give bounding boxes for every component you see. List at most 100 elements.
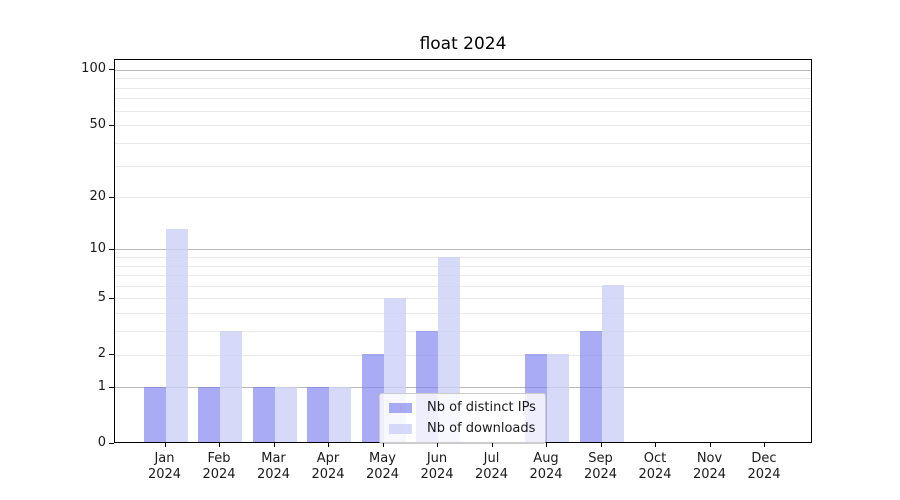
x-tick-label-line: Mar (261, 451, 286, 466)
gridline-minor-20 (115, 197, 811, 199)
x-tick-label-line: Nov (696, 451, 723, 466)
gridline-minor-60 (115, 110, 811, 112)
bar-nb-of-downloads-feb-2024 (220, 330, 242, 442)
legend-label-downloads: Nb of downloads (427, 421, 536, 436)
x-tick-mark-dec-2024 (764, 443, 765, 447)
legend: Nb of distinct IPs Nb of downloads (379, 393, 546, 444)
y-tick-label-100: 100 (81, 61, 106, 77)
x-tick-label-line: 2024 (202, 467, 236, 482)
gridline-minor-4 (115, 313, 811, 315)
bar-nb-of-distinct-ips-apr-2024 (307, 386, 329, 442)
x-tick-label-line: 2024 (692, 467, 727, 482)
gridline-minor-6 (115, 285, 811, 287)
x-tick-label-line: Aug (533, 451, 559, 466)
bar-nb-of-downloads-apr-2024 (329, 386, 351, 442)
x-tick-label-may-2024: May 2024 (355, 451, 411, 483)
x-tick-label-sep-2024: Sep 2024 (573, 451, 629, 483)
x-tick-mark-oct-2024 (655, 443, 656, 447)
x-tick-label-oct-2024: Oct 2024 (627, 451, 683, 483)
bar-nb-of-distinct-ips-jan-2024 (143, 386, 166, 442)
gridline-minor-3 (115, 331, 811, 333)
x-tick-label-dec-2024: Dec 2024 (736, 451, 792, 483)
x-tick-mark-jan-2024 (164, 443, 166, 447)
x-tick-label-jul-2024: Jul 2024 (464, 451, 520, 483)
legend-swatch-distinct-ips (389, 403, 412, 413)
gridline-major-1 (115, 387, 811, 389)
legend-swatch-downloads (389, 424, 412, 434)
x-tick-mark-may-2024 (382, 443, 384, 447)
y-tick-mark-50 (109, 124, 114, 126)
gridline-minor-30 (115, 165, 811, 167)
x-tick-mark-jun-2024 (437, 443, 438, 447)
gridline-minor-40 (115, 142, 811, 144)
x-tick-label-jun-2024: Jun 2024 (409, 451, 465, 483)
x-tick-label-line: Sep (588, 451, 613, 466)
bar-nb-of-downloads-sep-2024 (601, 285, 624, 442)
gridline-minor-80 (115, 87, 811, 89)
gridline-minor-2 (115, 354, 811, 356)
x-tick-label-line: 2024 (638, 467, 672, 482)
x-tick-label-line: 2024 (747, 467, 781, 482)
y-tick-mark-2 (109, 354, 114, 356)
x-tick-mark-aug-2024 (546, 443, 547, 447)
bar-nb-of-downloads-aug-2024 (547, 354, 569, 442)
y-tick-mark-100 (109, 69, 114, 71)
x-tick-label-mar-2024: Mar 2024 (246, 451, 302, 483)
gridline-minor-70 (115, 98, 811, 100)
bar-nb-of-distinct-ips-feb-2024 (198, 386, 220, 442)
x-tick-label-line: 2024 (311, 467, 345, 482)
y-tick-mark-0 (109, 443, 114, 444)
x-tick-label-line: Dec (751, 451, 777, 466)
x-tick-label-nov-2024: Nov 2024 (682, 451, 738, 483)
x-tick-label-line: Jan (154, 451, 175, 466)
gridline-minor-5 (115, 298, 811, 300)
bar-nb-of-downloads-mar-2024 (274, 386, 297, 442)
legend-item-distinct-ips: Nb of distinct IPs (389, 400, 536, 416)
x-tick-label-line: 2024 (256, 467, 291, 482)
plot-area: Nb of distinct IPs Nb of downloads (114, 59, 812, 444)
x-tick-label-aug-2024: Aug 2024 (518, 451, 574, 483)
y-tick-label-5: 5 (97, 289, 106, 305)
bar-nb-of-distinct-ips-sep-2024 (579, 330, 602, 442)
x-tick-label-jan-2024: Jan 2024 (137, 451, 193, 483)
x-tick-mark-apr-2024 (328, 443, 329, 447)
y-tick-mark-10 (109, 248, 114, 250)
bar-nb-of-downloads-jan-2024 (165, 229, 188, 442)
x-tick-label-line: May (369, 451, 396, 466)
x-tick-label-line: Apr (316, 451, 340, 466)
y-tick-label-20: 20 (89, 188, 106, 204)
y-tick-label-2: 2 (97, 346, 106, 362)
gridline-minor-90 (115, 78, 811, 80)
gridline-minor-7 (115, 275, 811, 277)
x-tick-mark-nov-2024 (709, 443, 711, 447)
gridline-minor-50 (115, 125, 811, 127)
y-tick-mark-1 (109, 386, 114, 388)
y-tick-label-1: 1 (97, 378, 106, 394)
legend-label-distinct-ips: Nb of distinct IPs (427, 400, 536, 415)
y-tick-label-0: 0 (97, 435, 106, 450)
gridline-major-100 (115, 69, 811, 71)
x-tick-label-line: Jul (483, 451, 500, 466)
x-tick-label-line: 2024 (474, 467, 509, 482)
legend-item-downloads: Nb of downloads (389, 421, 536, 437)
x-tick-mark-jul-2024 (491, 443, 493, 447)
x-tick-label-line: Oct (643, 451, 667, 466)
x-tick-mark-feb-2024 (219, 443, 220, 447)
x-tick-label-line: 2024 (529, 467, 563, 482)
y-tick-mark-20 (109, 196, 114, 198)
y-tick-mark-5 (109, 297, 114, 299)
x-tick-label-feb-2024: Feb 2024 (191, 451, 247, 483)
y-tick-label-50: 50 (89, 116, 106, 132)
y-tick-label-10: 10 (89, 240, 106, 256)
x-tick-label-line: 2024 (147, 467, 182, 482)
bar-nb-of-distinct-ips-may-2024 (361, 354, 384, 442)
x-tick-mark-mar-2024 (273, 443, 275, 447)
bar-nb-of-distinct-ips-mar-2024 (252, 386, 275, 442)
x-tick-label-line: 2024 (365, 467, 400, 482)
gridline-minor-9 (115, 257, 811, 259)
x-tick-label-apr-2024: Apr 2024 (300, 451, 356, 483)
chart-title: float 2024 (419, 34, 507, 54)
x-tick-label-line: 2024 (420, 467, 454, 482)
x-tick-mark-sep-2024 (600, 443, 602, 447)
